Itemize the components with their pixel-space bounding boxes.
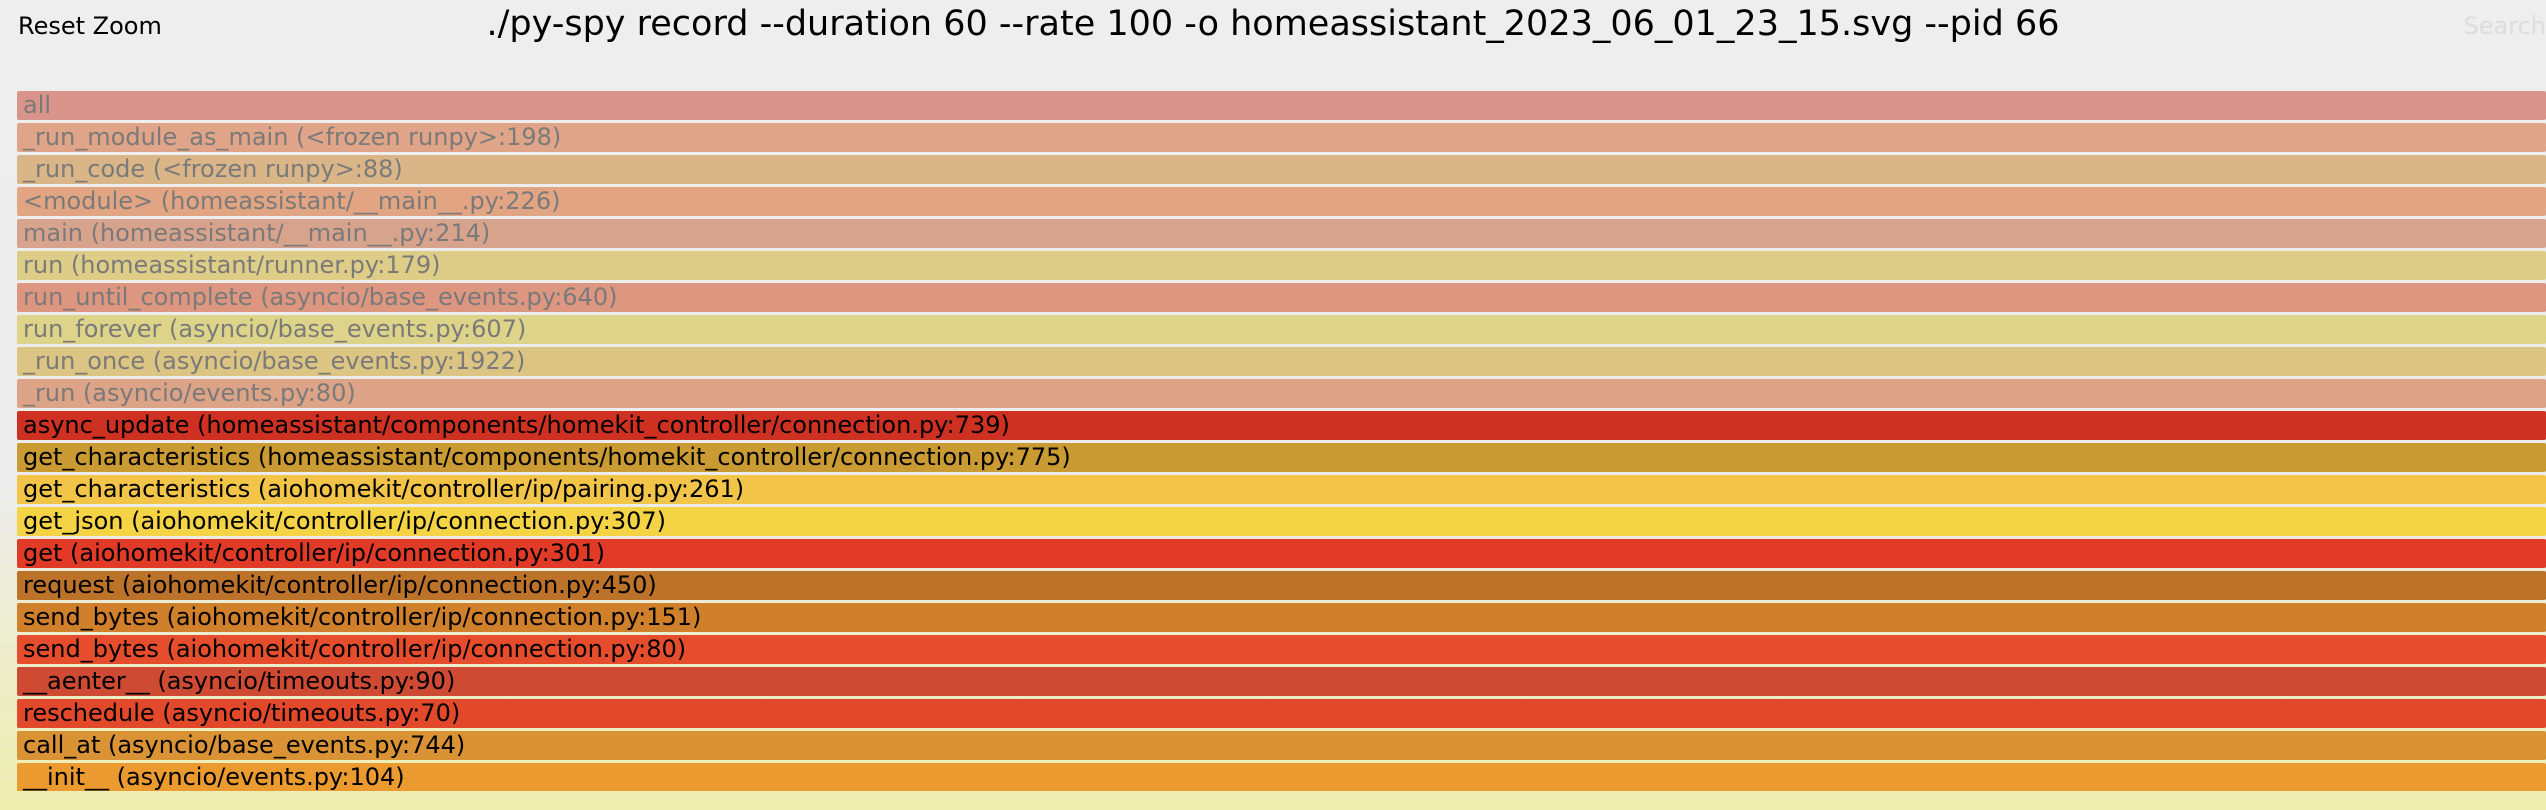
flame-frame[interactable]: _run (asyncio/events.py:80) [17,379,2546,408]
reset-zoom-button[interactable]: Reset Zoom [18,12,162,40]
flame-frame[interactable]: run_until_complete (asyncio/base_events.… [17,283,2546,312]
flame-frame[interactable]: async_update (homeassistant/components/h… [17,411,2546,440]
flame-frame[interactable]: _run_once (asyncio/base_events.py:1922) [17,347,2546,376]
flame-frame[interactable]: _run_code (<frozen runpy>:88) [17,155,2546,184]
page-title: ./py-spy record --duration 60 --rate 100… [486,4,2060,44]
flame-frame[interactable]: get_characteristics (homeassistant/compo… [17,443,2546,472]
flame-frame[interactable]: send_bytes (aiohomekit/controller/ip/con… [17,603,2546,632]
flame-frame[interactable]: __aenter__ (asyncio/timeouts.py:90) [17,667,2546,696]
flame-frame[interactable]: get_json (aiohomekit/controller/ip/conne… [17,507,2546,536]
flame-graph: all _run_module_as_main (<frozen runpy>:1… [17,91,2546,791]
flame-frame[interactable]: _run_module_as_main (<frozen runpy>:198) [17,123,2546,152]
flame-frame[interactable]: <module> (homeassistant/__main__.py:226) [17,187,2546,216]
flame-frame[interactable]: request (aiohomekit/controller/ip/connec… [17,571,2546,600]
flame-frame[interactable]: get (aiohomekit/controller/ip/connection… [17,539,2546,568]
flame-frame[interactable]: reschedule (asyncio/timeouts.py:70) [17,699,2546,728]
search-button[interactable]: Search [2463,12,2546,40]
flame-frame[interactable]: main (homeassistant/__main__.py:214) [17,219,2546,248]
flame-frame[interactable]: run (homeassistant/runner.py:179) [17,251,2546,280]
flame-frame[interactable]: all [17,91,2546,120]
flame-frame[interactable]: call_at (asyncio/base_events.py:744) [17,731,2546,760]
flame-frame[interactable]: __init__ (asyncio/events.py:104) [17,763,2546,791]
flame-frame[interactable]: get_characteristics (aiohomekit/controll… [17,475,2546,504]
flame-frame[interactable]: send_bytes (aiohomekit/controller/ip/con… [17,635,2546,664]
flame-frame[interactable]: run_forever (asyncio/base_events.py:607) [17,315,2546,344]
